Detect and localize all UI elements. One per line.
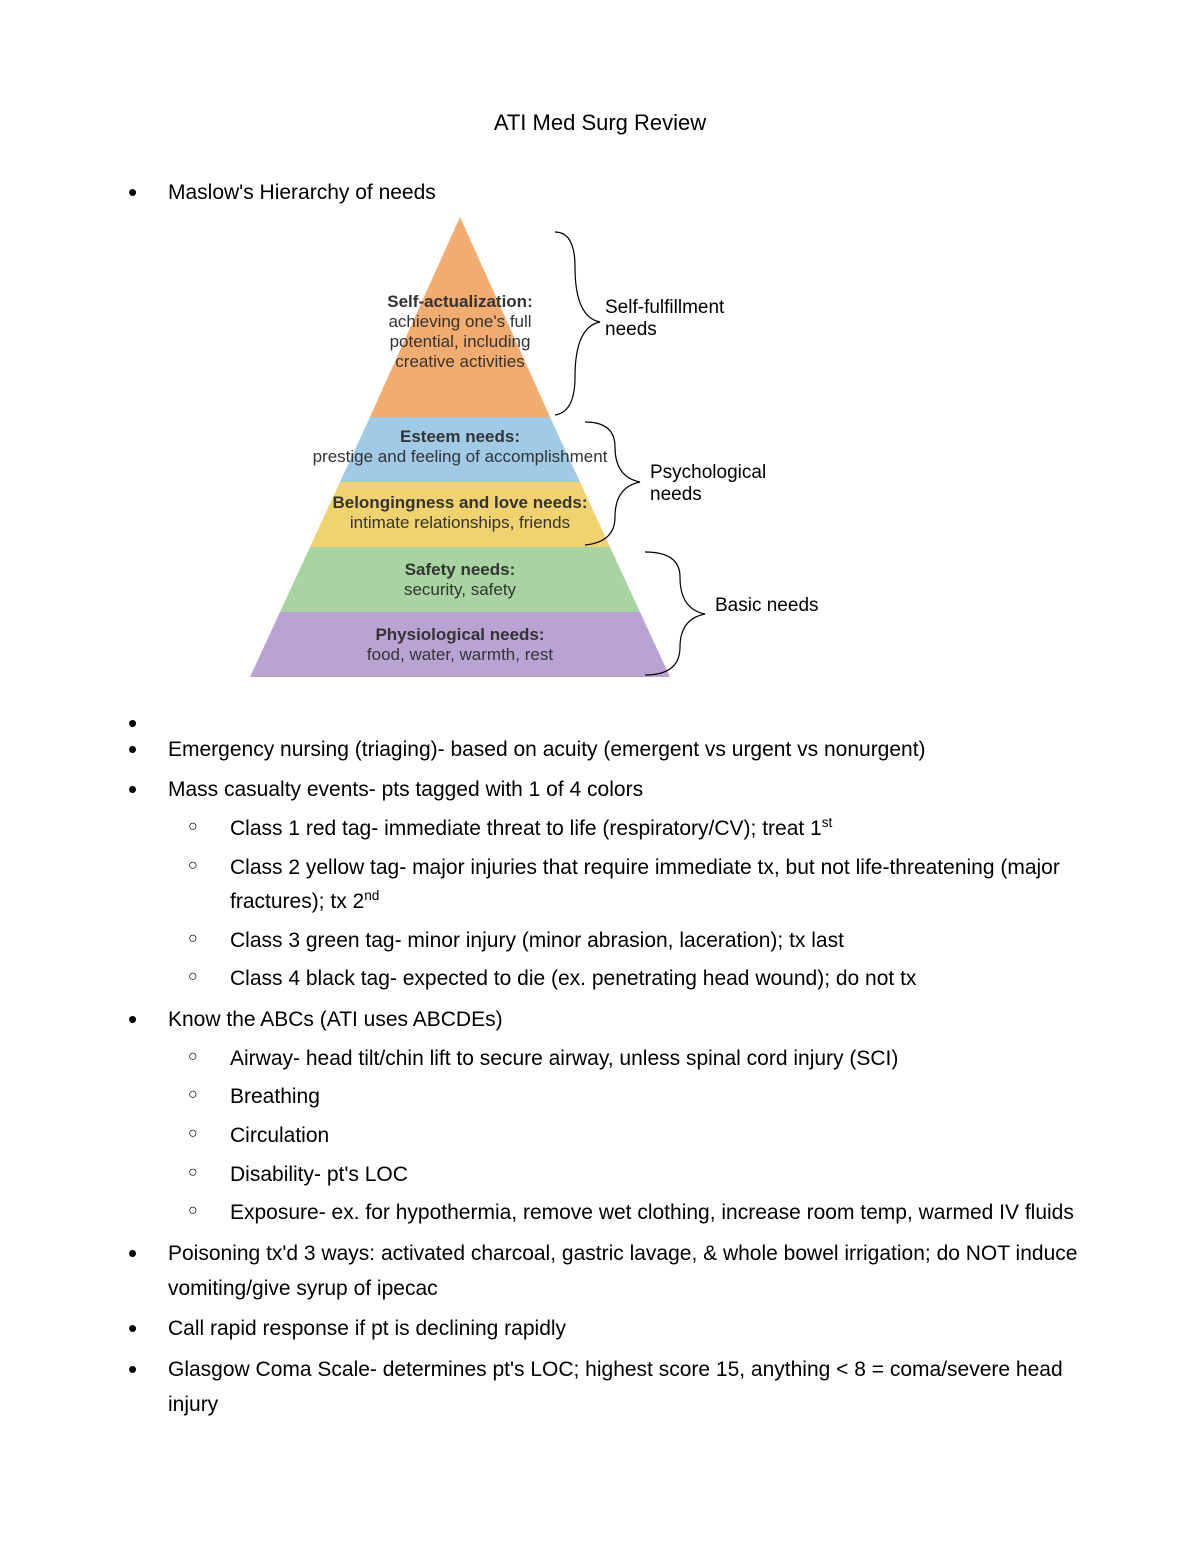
side-label-psychological: Psychological needs [650,462,800,506]
side-label-basic: Basic needs [715,595,835,617]
bullet-maslow: Maslow's Hierarchy of needs [120,176,1080,211]
bullet-text: Emergency nursing (triaging)- based on a… [168,738,926,761]
sub-breathing: Breathing [168,1080,1080,1115]
level-title: Safety needs: [405,560,516,579]
sub-disability: Disability- pt's LOC [168,1158,1080,1193]
bullet-poisoning: Poisoning tx'd 3 ways: activated charcoa… [120,1237,1080,1306]
level-title: Esteem needs: [400,427,520,446]
bullet-glasgow: Glasgow Coma Scale- determines pt's LOC;… [120,1353,1080,1422]
side-label-self-fulfillment: Self-fulfillment needs [605,297,755,341]
label-safety: Safety needs: security, safety [310,560,610,600]
page-title: ATI Med Surg Review [120,110,1080,136]
bullet-rapid-response: Call rapid response if pt is declining r… [120,1312,1080,1347]
main-list-2: Emergency nursing (triaging)- based on a… [120,707,1080,1423]
bullet-emergency: Emergency nursing (triaging)- based on a… [120,733,1080,768]
sub-list-triage: Class 1 red tag- immediate threat to lif… [168,812,1080,997]
sub-airway: Airway- head tilt/chin lift to secure ai… [168,1042,1080,1077]
level-sub: prestige and feeling of accomplishment [313,447,608,466]
label-self-actualization: Self-actualization: achieving one's full… [370,292,550,372]
sub-list-abcs: Airway- head tilt/chin lift to secure ai… [168,1042,1080,1231]
level-sub: intimate relationships, friends [350,513,570,532]
sub-class-3: Class 3 green tag- minor injury (minor a… [168,924,1080,959]
bullet-text: Maslow's Hierarchy of needs [168,181,436,204]
sub-class-1: Class 1 red tag- immediate threat to lif… [168,812,1080,847]
sub-exposure: Exposure- ex. for hypothermia, remove we… [168,1196,1080,1231]
label-esteem: Esteem needs: prestige and feeling of ac… [310,427,610,467]
main-list: Maslow's Hierarchy of needs [120,176,1080,211]
bullet-empty [120,707,1080,727]
level-sub: security, safety [404,580,516,599]
label-belonging: Belongingness and love needs: intimate r… [290,493,630,533]
level-title: Self-actualization: [387,292,532,311]
level-sub: achieving one's full potential, includin… [388,312,531,371]
bullet-text: Know the ABCs (ATI uses ABCDEs) [168,1008,503,1031]
level-sub: food, water, warmth, rest [367,645,553,664]
sub-circulation: Circulation [168,1119,1080,1154]
maslow-pyramid: Self-actualization: achieving one's full… [160,217,880,697]
bullet-abcs: Know the ABCs (ATI uses ABCDEs) Airway- … [120,1003,1080,1231]
sub-class-4: Class 4 black tag- expected to die (ex. … [168,962,1080,997]
bullet-mass-casualty: Mass casualty events- pts tagged with 1 … [120,773,1080,997]
brace-self-fulfillment [555,232,600,415]
document-page: ATI Med Surg Review Maslow's Hierarchy o… [0,0,1200,1553]
bullet-text: Mass casualty events- pts tagged with 1 … [168,778,643,801]
level-title: Physiological needs: [375,625,544,644]
label-physiological: Physiological needs: food, water, warmth… [310,625,610,665]
level-title: Belongingness and love needs: [332,493,587,512]
sub-class-2: Class 2 yellow tag- major injuries that … [168,851,1080,920]
